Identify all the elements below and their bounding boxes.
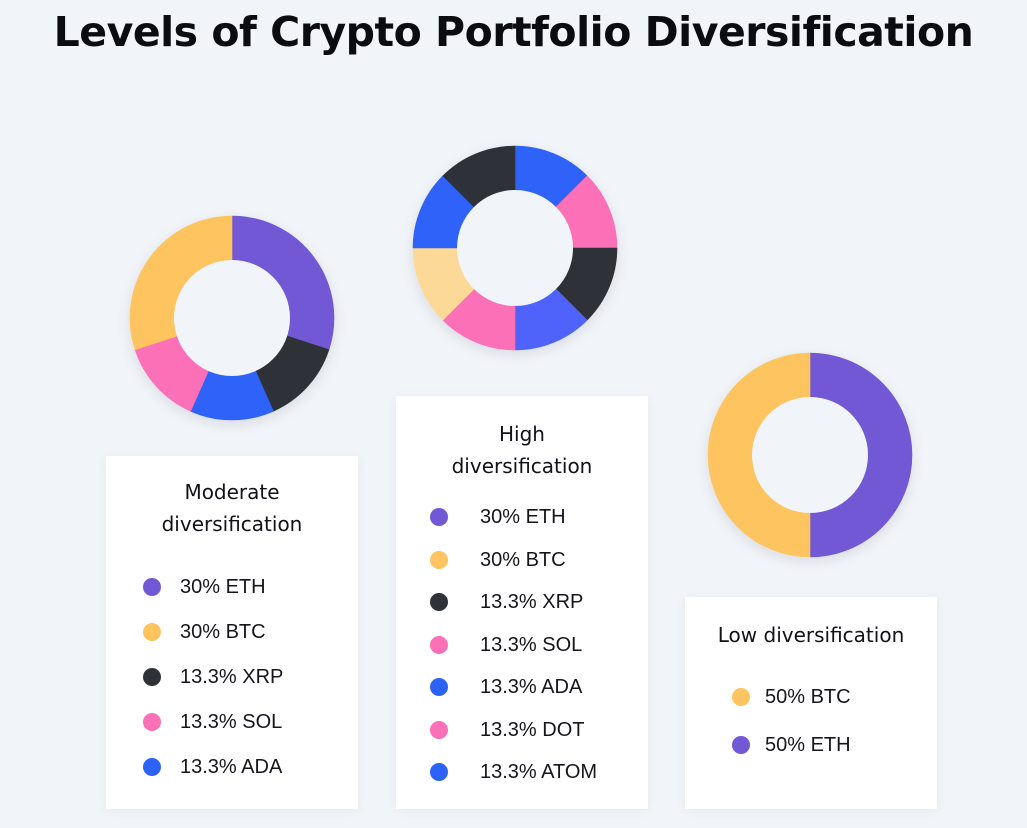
legend-dot-icon [430,763,448,781]
legend-label: 50% BTC [765,686,851,708]
legend-dot-icon [143,668,161,686]
legend-label: 13.3% ADA [480,676,583,698]
legend-dot-icon [143,623,161,641]
donut-hole [752,397,868,513]
low-diversification-card: Low diversification 50% BTC 50% ETH [685,597,937,809]
legend-label: 30% BTC [180,621,266,643]
legend-item: 13.3% ATOM [396,757,648,787]
legend-item: 30% BTC [106,617,358,647]
donut-slice-xrp [442,145,516,208]
high-diversification-card: High diversification 30% ETH 30% BTC 13.3%… [396,396,648,809]
legend-dot-icon [430,678,448,696]
legend-label: 50% ETH [765,734,851,756]
legend-dot-icon [430,593,448,611]
card-title: High diversification [451,422,593,478]
card-title: Moderate diversification [161,480,303,536]
legend-label: 13.3% XRP [480,591,584,613]
legend-label: 30% ETH [480,506,566,528]
legend-label: 13.3% SOL [480,633,583,656]
legend-dot-icon [732,688,750,706]
high-diversification-donut [412,145,618,351]
legend-dot-icon [143,713,161,731]
legend-item: 13.3% ADA [396,672,648,702]
legend-label: 30% BTC [480,548,566,571]
legend-label: 13.3% DOT [480,718,585,741]
donut-hole [174,260,290,376]
page-title: Levels of Crypto Portfolio Diversificati… [53,8,974,56]
legend-item: 50% BTC [685,682,937,712]
legend-item: 50% ETH [685,730,937,760]
legend-item: 13.3% SOL [396,630,648,660]
legend-dot-icon [430,720,448,739]
donut-hole [457,190,573,306]
legend-dot-icon [430,508,448,526]
legend-label: 13.3% ATOM [480,761,598,783]
legend-dot-icon [430,550,448,569]
legend-item: 13.3% XRP [106,662,358,692]
moderate-diversification-donut [129,215,335,421]
card-title: Low diversification [717,623,905,647]
legend-item: 30% BTC [396,545,648,575]
low-diversification-donut [707,352,913,558]
legend-dot-icon [430,635,448,654]
legend-item: 30% ETH [106,572,358,602]
legend-dot-icon [732,736,750,754]
legend-label: 30% ETH [180,576,266,598]
legend-dot-icon [143,578,161,596]
legend-label: 13.3% SOL [180,711,283,733]
legend-item: 13.3% ADA [106,752,358,782]
legend-item: 13.3% SOL [106,707,358,737]
legend-dot-icon [143,758,161,776]
legend-item: 30% ETH [396,502,648,532]
legend-item: 13.3% DOT [396,715,648,745]
legend-label: 13.3% XRP [180,666,284,688]
moderate-diversification-card: Moderate diversification 30% ETH 30% BTC 1… [106,456,358,809]
legend-label: 13.3% ADA [180,756,283,778]
legend-item: 13.3% XRP [396,587,648,617]
